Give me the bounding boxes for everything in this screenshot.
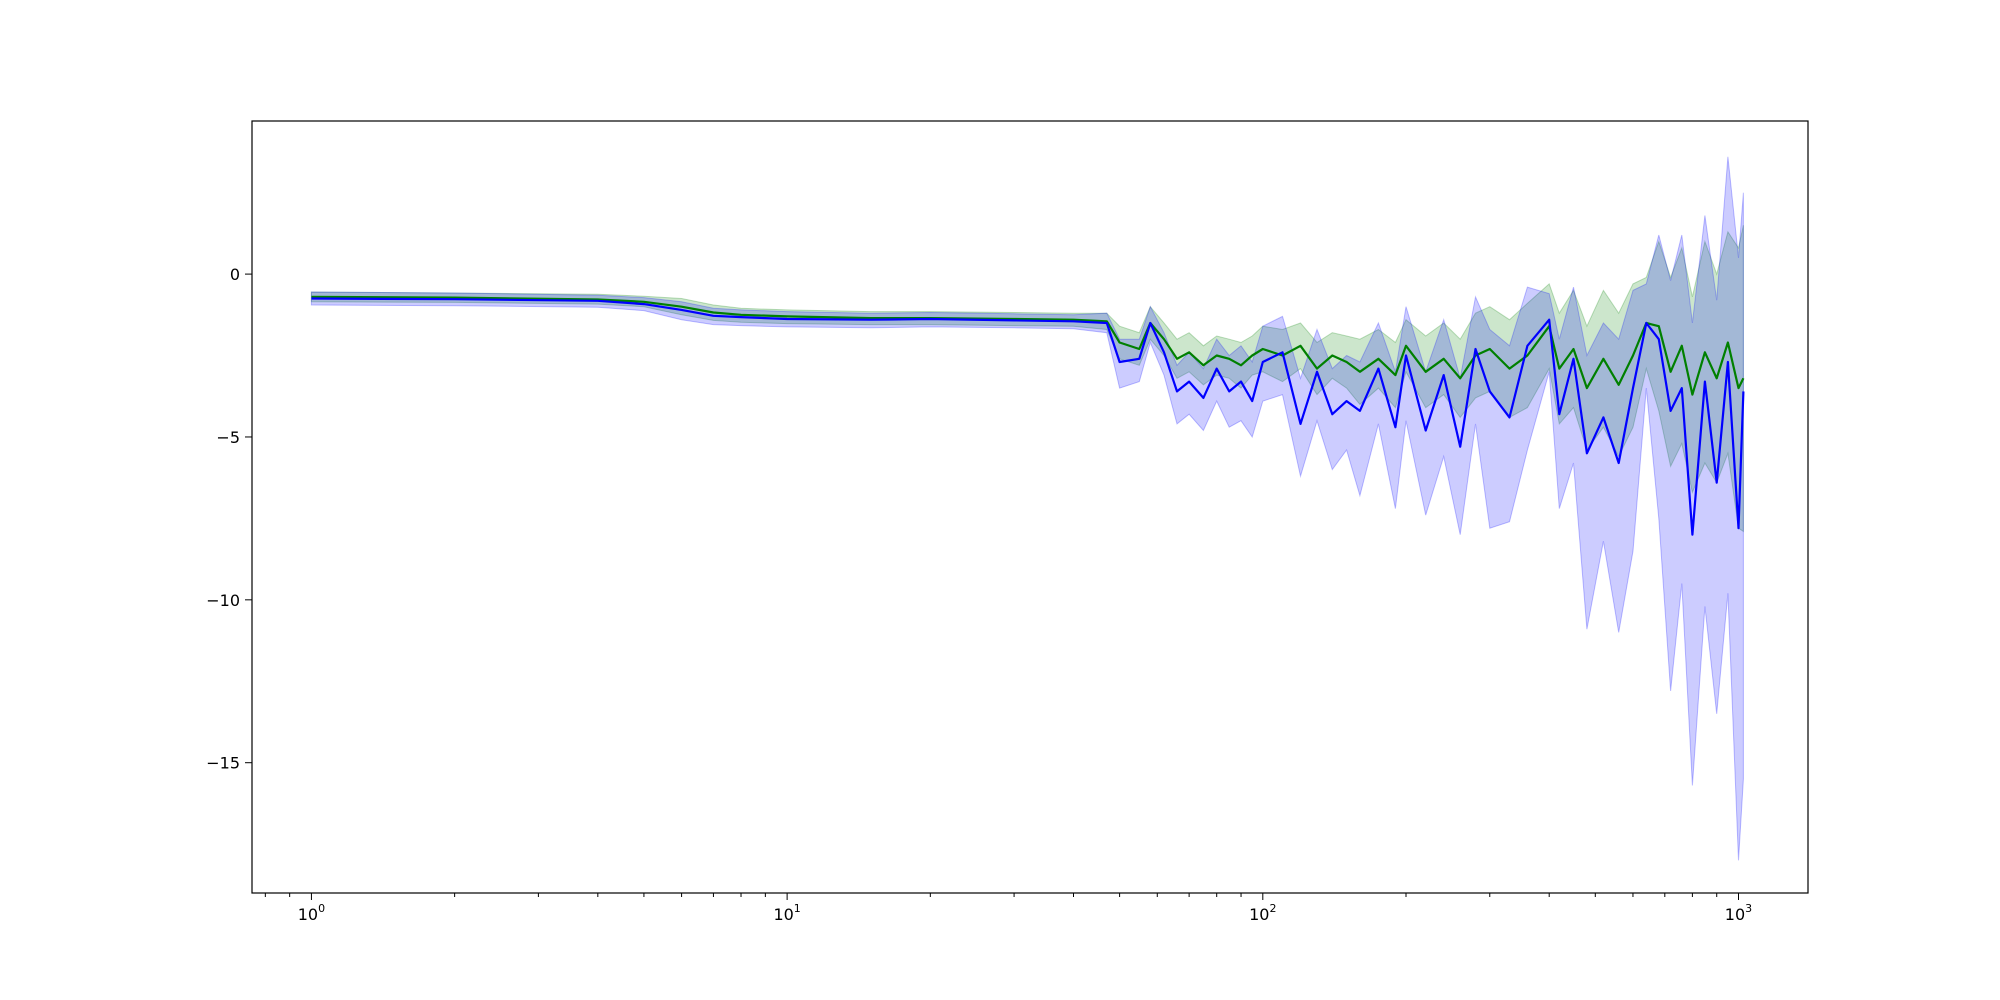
- x-tick-label: 101: [773, 902, 800, 924]
- x-axis: 100 101 102 103: [264, 893, 1752, 924]
- y-tick-label: 0: [230, 265, 240, 284]
- x-tick-label: 103: [1725, 902, 1752, 924]
- series-lines: [311, 295, 1745, 536]
- y-axis: 0 −5 −10 −15: [206, 265, 252, 773]
- y-tick-label: −15: [206, 754, 240, 773]
- confidence-bands: [310, 156, 1744, 861]
- x-tick-label: 102: [1249, 902, 1276, 924]
- y-tick-label: −5: [216, 428, 240, 447]
- plot-frame: [251, 120, 1809, 894]
- band-series-2: [310, 156, 1744, 861]
- x-tick-label: 100: [298, 902, 325, 924]
- line-series-2: [311, 297, 1745, 536]
- band-series-1: [310, 225, 1744, 533]
- line-series-1: [311, 295, 1745, 396]
- y-tick-label: −10: [206, 591, 240, 610]
